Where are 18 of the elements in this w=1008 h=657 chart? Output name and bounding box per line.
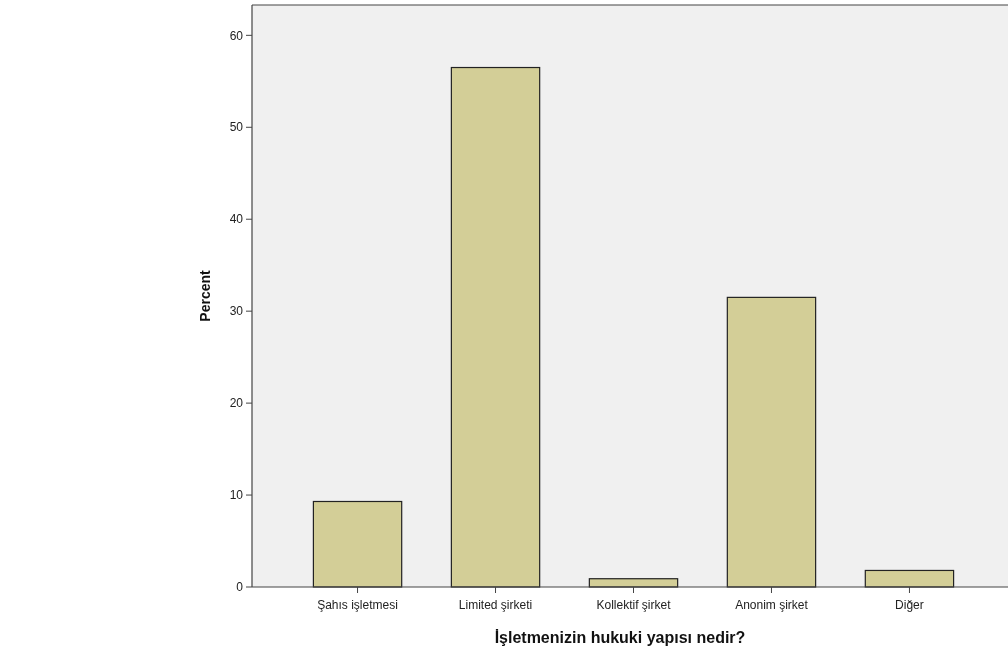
x-tick-label: Anonim şirket <box>735 598 809 612</box>
x-axis-title: İşletmenizin hukuki yapısı nedir? <box>494 629 746 646</box>
y-tick-label: 10 <box>229 488 244 503</box>
y-tick-label: 30 <box>229 304 244 319</box>
bar <box>726 296 817 588</box>
x-tick-label: Diğer <box>895 598 924 612</box>
y-axis-title: Percent <box>197 269 213 322</box>
y-tick-label: 20 <box>229 396 244 411</box>
x-tick-label: Şahıs işletmesi <box>317 598 398 612</box>
bar <box>312 500 403 588</box>
bar <box>864 569 955 588</box>
x-tick-label: Kollektif şirket <box>596 598 672 612</box>
bar <box>450 66 541 588</box>
y-tick-label: 0 <box>236 580 244 595</box>
y-tick-label: 60 <box>229 28 244 43</box>
y-tick-label: 40 <box>229 212 244 227</box>
y-tick-label: 50 <box>229 120 244 135</box>
x-tick-label: Limited şirketi <box>458 598 533 612</box>
